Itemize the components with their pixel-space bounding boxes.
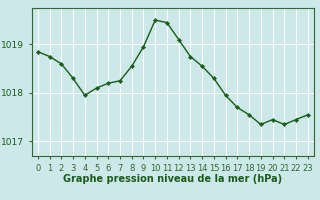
X-axis label: Graphe pression niveau de la mer (hPa): Graphe pression niveau de la mer (hPa) bbox=[63, 174, 282, 184]
